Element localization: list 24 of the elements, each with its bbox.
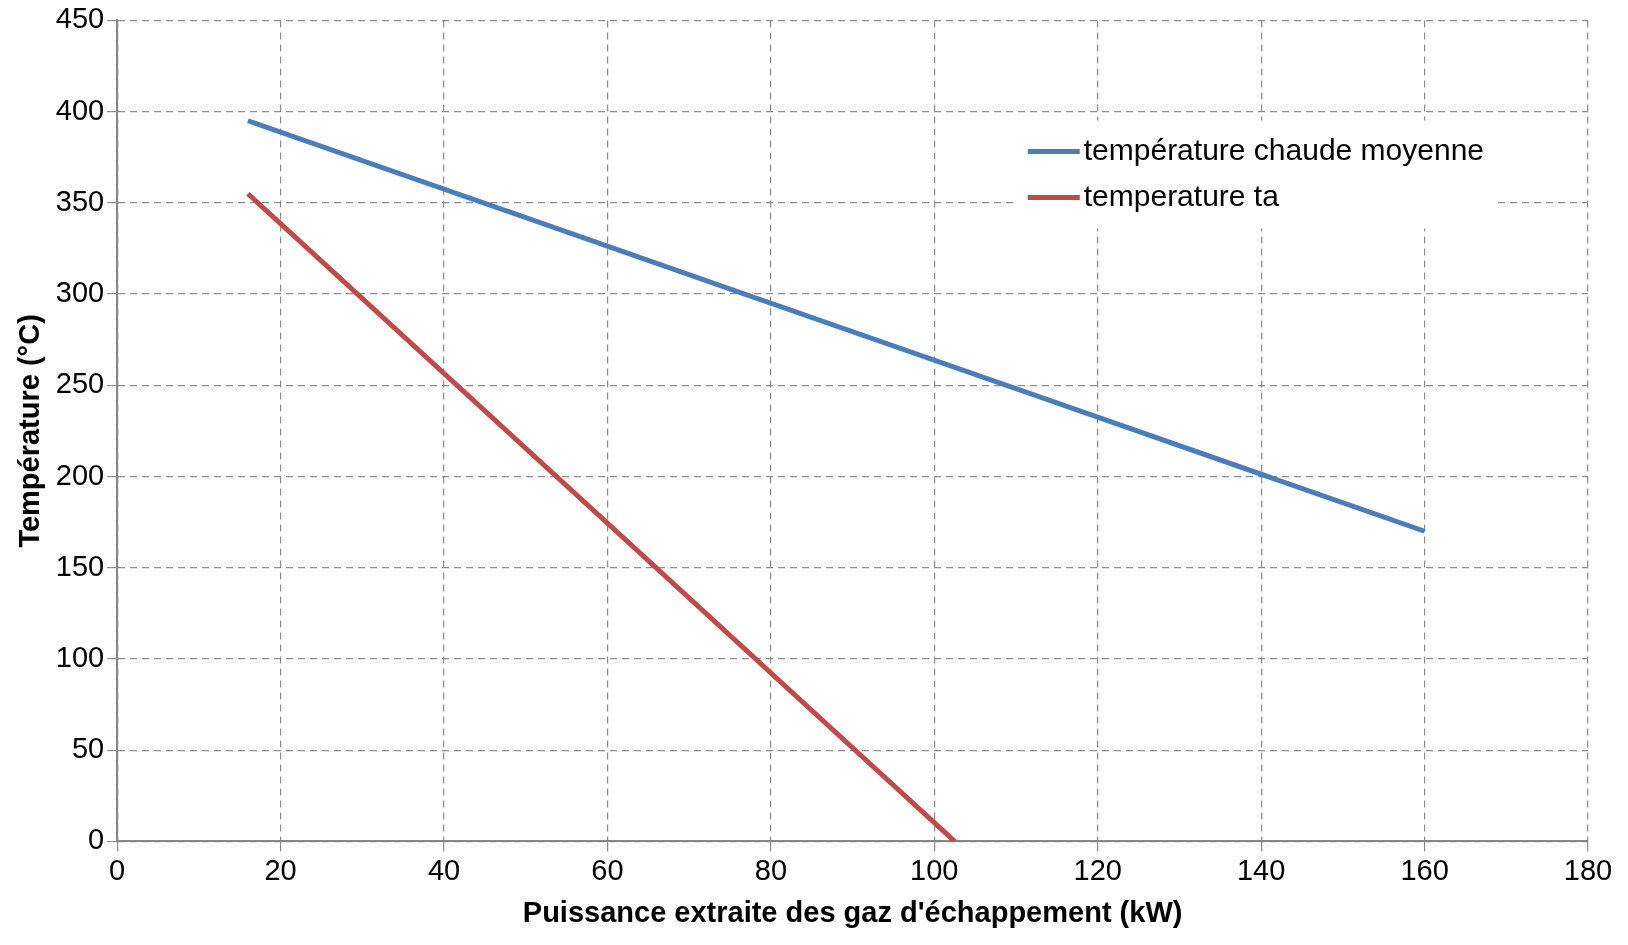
y-tick-label: 200: [55, 458, 105, 491]
y-tick-label: 50: [71, 732, 105, 765]
x-tick-label: 20: [264, 853, 297, 886]
y-tick-label: 150: [55, 549, 105, 582]
y-tick-label: 300: [55, 276, 105, 309]
x-tick-label: 160: [1400, 853, 1449, 886]
x-tick-label: 140: [1236, 853, 1286, 886]
y-tick-label: 400: [55, 93, 105, 126]
x-axis-title: Puissance extraite des gaz d'échappement (kW): [522, 895, 1183, 928]
x-tick-label: 0: [109, 853, 126, 886]
legend-label: température chaude moyenne: [1083, 132, 1485, 166]
y-axis-title: Température (°C): [13, 314, 46, 548]
x-tick-label: 120: [1073, 853, 1122, 886]
x-tick-label: 40: [427, 853, 461, 886]
legend-label: temperature ta: [1083, 178, 1280, 212]
y-tick-label: 100: [55, 640, 105, 673]
x-tick-label: 180: [1563, 853, 1613, 886]
y-tick-label: 0: [88, 823, 105, 856]
x-tick-label: 80: [754, 853, 788, 886]
x-tick-label: 60: [591, 853, 624, 886]
y-tick-label: 250: [55, 367, 105, 400]
y-tick-label: 350: [55, 184, 105, 217]
x-tick-label: 100: [910, 853, 959, 886]
y-tick-label: 450: [55, 2, 105, 35]
